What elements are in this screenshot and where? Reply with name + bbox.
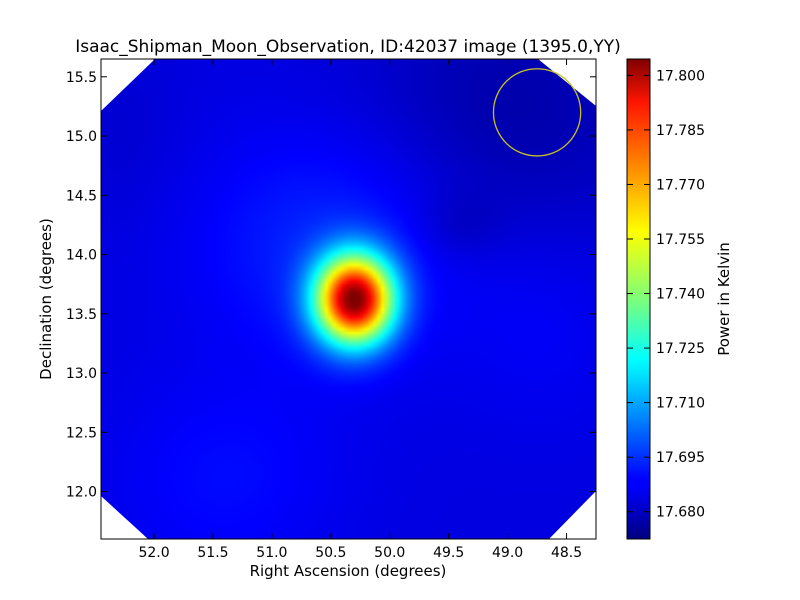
heatmap [101, 59, 596, 539]
beam-circle [492, 68, 582, 157]
colorbar-tick-label: 17.770 [656, 177, 705, 193]
colorbar-title: Power in Kelvin [715, 242, 733, 356]
x-tick-label: 49.5 [433, 545, 464, 561]
y-tick-label: 14.5 [66, 188, 97, 204]
colorbar-tick-label: 17.725 [656, 341, 705, 357]
corner-masks [101, 59, 596, 539]
y-tick-label: 14.0 [66, 248, 97, 264]
x-axis-title: Right Ascension (degrees) [250, 562, 447, 580]
x-axis: 52.0 51.5 51.0 50.5 50.0 49.5 49.0 48.5 [138, 59, 582, 561]
x-tick-label: 52.0 [138, 545, 169, 561]
x-tick-label: 48.5 [551, 545, 582, 561]
colorbar-frame [626, 58, 651, 540]
colorbar-tick-label: 17.695 [656, 450, 705, 466]
y-tick-label: 13.0 [66, 366, 97, 382]
y-tick-label: 13.5 [66, 307, 97, 323]
plot-frame [100, 58, 597, 540]
x-tick-label: 50.5 [315, 545, 346, 561]
y-axis: 12.0 12.5 13.0 13.5 14.0 14.5 15.0 15.5 [66, 70, 596, 501]
colorbar-tick-label: 17.680 [656, 505, 705, 521]
colorbar-tick-label: 17.785 [656, 123, 705, 139]
colorbar [627, 59, 650, 539]
y-tick-label: 12.0 [66, 485, 97, 501]
y-axis-title: Declination (degrees) [37, 218, 55, 380]
colorbar-tick-label: 17.710 [656, 396, 705, 412]
x-tick-label: 50.0 [374, 545, 405, 561]
corner-mask-top-left [101, 59, 155, 111]
y-tick-label: 15.5 [66, 70, 97, 86]
chart-title: Isaac_Shipman_Moon_Observation, ID:42037… [75, 37, 621, 57]
x-tick-label: 49.0 [492, 545, 523, 561]
x-tick-label: 51.5 [197, 545, 228, 561]
colorbar-tick-label: 17.800 [656, 68, 705, 84]
corner-mask-bottom-right [549, 491, 596, 539]
corner-mask-bottom-left [101, 496, 148, 539]
x-tick-label: 51.0 [256, 545, 287, 561]
colorbar-tick-label: 17.755 [656, 232, 705, 248]
colorbar-axis: 17.680 17.695 17.710 17.725 17.740 17.755 17.7… [627, 68, 705, 521]
corner-mask-top-right [538, 59, 596, 106]
heatmap-image [101, 59, 596, 539]
y-tick-label: 15.0 [66, 129, 97, 145]
colorbar-tick-label: 17.740 [656, 287, 705, 303]
y-tick-label: 12.5 [66, 425, 97, 441]
